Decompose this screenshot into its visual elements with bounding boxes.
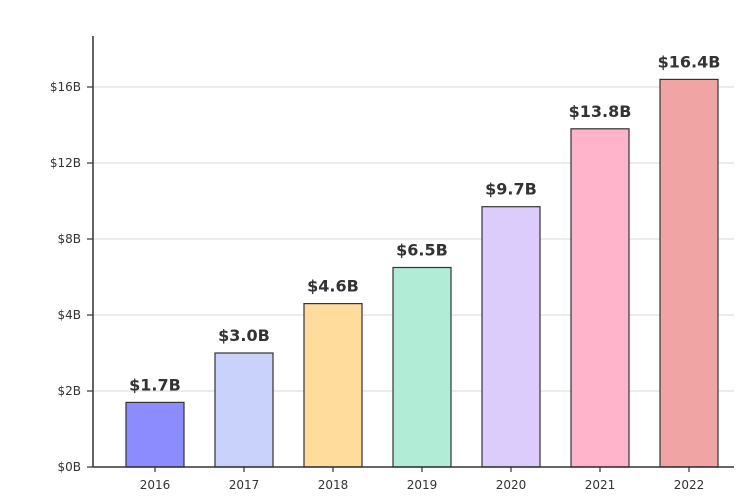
bars bbox=[125, 78, 719, 468]
y-tick-label: $12B bbox=[50, 156, 81, 170]
x-tick-labels: 2016 2017 2018 2019 2020 2021 2022 bbox=[140, 467, 705, 492]
y-tick-label: $16B bbox=[50, 80, 81, 94]
data-labels: $1.7B $3.0B $4.6B $6.5B $9.7B $13.8B $16.4B bbox=[129, 52, 720, 394]
x-tick-label: 2017 bbox=[229, 478, 260, 492]
data-label-2020: $9.7B bbox=[485, 180, 537, 199]
y-tick-label: $8B bbox=[57, 232, 81, 246]
x-tick-label: 2020 bbox=[496, 478, 527, 492]
data-label-2018: $4.6B bbox=[307, 277, 359, 296]
x-tick-label: 2022 bbox=[674, 478, 705, 492]
data-label-2022: $16.4B bbox=[658, 52, 721, 71]
y-tick-label: $2B bbox=[57, 384, 81, 398]
x-tick-label: 2019 bbox=[407, 478, 438, 492]
data-label-2017: $3.0B bbox=[218, 326, 270, 345]
y-tick-label: $4B bbox=[57, 308, 81, 322]
y-tick-labels: $0B $2B $4B $8B $12B $16B bbox=[50, 80, 93, 474]
data-label-2021: $13.8B bbox=[569, 102, 632, 121]
axes bbox=[92, 36, 734, 468]
bar-2020 bbox=[481, 206, 541, 468]
bar-2019 bbox=[392, 266, 452, 468]
data-label-2016: $1.7B bbox=[129, 375, 181, 394]
bar-2022 bbox=[659, 78, 719, 468]
bar-2021 bbox=[570, 128, 630, 468]
data-label-2019: $6.5B bbox=[396, 241, 448, 260]
x-tick-label: 2021 bbox=[585, 478, 616, 492]
x-tick-label: 2018 bbox=[318, 478, 349, 492]
bar-2018 bbox=[303, 303, 363, 468]
bar-2016 bbox=[125, 401, 185, 468]
bar-2017 bbox=[214, 352, 274, 468]
y-tick-label: $0B bbox=[57, 460, 81, 474]
x-tick-label: 2016 bbox=[140, 478, 171, 492]
